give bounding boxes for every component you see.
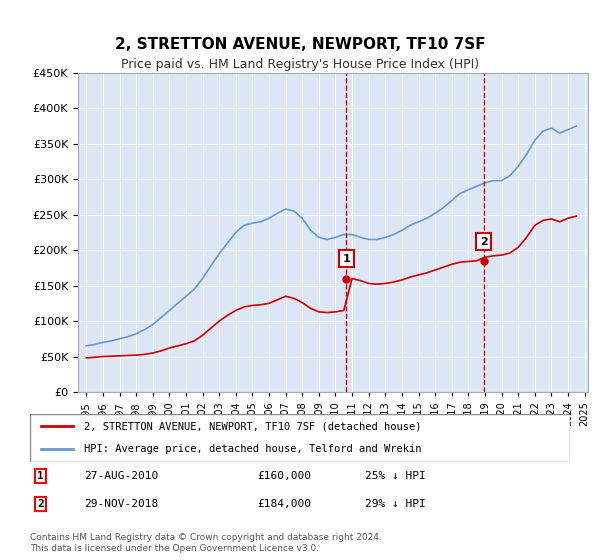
Text: 1: 1 <box>37 471 44 481</box>
Text: 2, STRETTON AVENUE, NEWPORT, TF10 7SF (detached house): 2, STRETTON AVENUE, NEWPORT, TF10 7SF (d… <box>84 421 421 431</box>
Text: HPI: Average price, detached house, Telford and Wrekin: HPI: Average price, detached house, Telf… <box>84 444 421 454</box>
Text: 1: 1 <box>343 254 350 264</box>
Text: Contains HM Land Registry data © Crown copyright and database right 2024.
This d: Contains HM Land Registry data © Crown c… <box>30 534 382 553</box>
Text: £184,000: £184,000 <box>257 499 311 509</box>
Text: 2: 2 <box>480 237 488 246</box>
FancyBboxPatch shape <box>30 414 570 462</box>
Text: 29-NOV-2018: 29-NOV-2018 <box>84 499 158 509</box>
Text: Price paid vs. HM Land Registry's House Price Index (HPI): Price paid vs. HM Land Registry's House … <box>121 58 479 71</box>
Text: 29% ↓ HPI: 29% ↓ HPI <box>365 499 425 509</box>
Text: 27-AUG-2010: 27-AUG-2010 <box>84 471 158 481</box>
Text: 2, STRETTON AVENUE, NEWPORT, TF10 7SF: 2, STRETTON AVENUE, NEWPORT, TF10 7SF <box>115 38 485 52</box>
Text: 25% ↓ HPI: 25% ↓ HPI <box>365 471 425 481</box>
Text: £160,000: £160,000 <box>257 471 311 481</box>
Text: 2: 2 <box>37 499 44 509</box>
